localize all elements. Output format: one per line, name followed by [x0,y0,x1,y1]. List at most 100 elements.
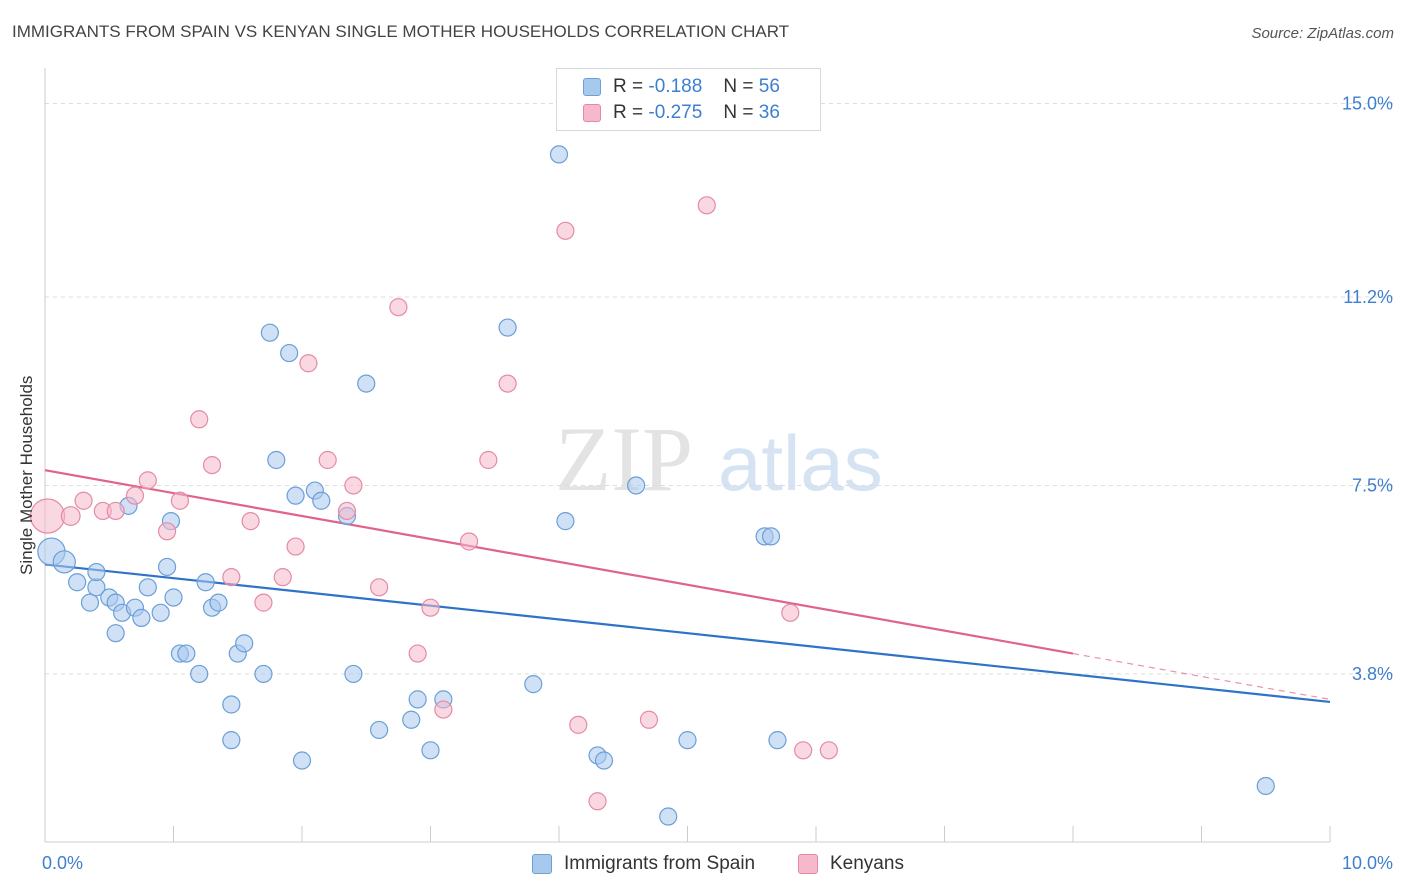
point-kenyans-17 [318,450,337,470]
stats-legend: R = -0.188 N = 56 R = -0.275 N = 36 [556,68,821,131]
r-label: R = [613,102,644,123]
point-spain-51 [659,807,678,826]
point-kenyans-11 [222,568,241,587]
point-spain-35 [312,491,331,510]
point-spain-13 [138,578,157,597]
point-kenyans-28 [556,221,575,240]
point-spain-37 [344,664,363,684]
watermark-atlas: atlas [718,419,883,507]
legend-label-spain: Immigrants from Spain [564,853,756,874]
point-kenyans-26 [479,450,498,470]
point-kenyans-10 [202,455,222,475]
y-tick-labels: 3.8% 7.5% 11.2% 15.0% [1342,93,1393,683]
series-legend: Immigrants from Spain Kenyans [0,852,1406,878]
y-tick-label-3: 15.0% [1342,93,1393,113]
point-kenyans-23 [421,598,440,617]
point-spain-24 [222,695,241,714]
x-tick-label-1: 10.0% [1342,853,1393,873]
swatch-spain [583,78,601,96]
point-kenyans-22 [408,644,427,663]
point-kenyans-5 [125,486,145,505]
point-kenyans-12 [241,512,260,531]
point-kenyans-7 [157,522,177,541]
point-spain-28 [254,664,273,684]
point-kenyans-2 [74,491,93,510]
x-tick-labels: 0.0% 10.0% [42,853,1393,873]
chart-source: Source: ZipAtlas.com [1251,25,1394,42]
point-kenyans-6 [138,471,157,490]
point-spain-17 [164,588,183,607]
point-spain-41 [408,690,427,709]
point-kenyans-34 [794,741,813,760]
legend-swatch-kenyans [798,854,818,874]
point-spain-21 [196,573,215,592]
data-points [29,145,1275,826]
point-kenyans-14 [273,568,292,587]
point-spain-55 [768,731,787,750]
watermark-zip: ZIP [555,408,693,510]
point-spain-30 [267,450,286,470]
point-spain-29 [260,323,279,342]
point-kenyans-16 [299,354,318,373]
point-spain-2 [68,573,87,592]
point-spain-3 [80,593,100,612]
point-spain-33 [292,751,312,770]
n-value: 36 [758,102,780,123]
point-kenyans-20 [370,578,389,597]
point-spain-46 [549,145,569,164]
point-spain-5 [87,562,106,582]
legend-swatch-spain [532,854,552,874]
point-spain-38 [357,374,376,393]
point-spain-50 [626,476,646,495]
point-kenyans-13 [254,593,273,612]
point-spain-47 [556,512,575,531]
point-spain-1 [52,550,76,574]
point-spain-42 [421,741,440,760]
point-kenyans-30 [588,792,607,811]
point-kenyans-8 [170,491,190,510]
point-spain-7 [106,624,125,643]
point-spain-14 [151,603,170,622]
trend-line-dashed-1 [1072,652,1331,700]
y-tick-label-1: 7.5% [1352,475,1393,495]
point-spain-15 [157,557,177,577]
trend-line-0 [44,563,1331,704]
swatch-kenyans [583,104,601,122]
point-kenyans-35 [819,741,838,760]
point-spain-44 [498,318,517,337]
point-kenyans-32 [697,196,716,215]
point-kenyans-21 [389,298,408,317]
point-kenyans-29 [569,715,588,734]
point-kenyans-25 [459,532,479,551]
point-spain-19 [177,644,196,663]
point-spain-25 [222,731,241,750]
watermark: ZIP atlas [555,408,883,510]
point-kenyans-9 [190,410,209,429]
trend-lines [44,469,1331,704]
point-kenyans-24 [434,700,453,719]
point-kenyans-1 [60,506,81,526]
chart-title: IMMIGRANTS FROM SPAIN VS KENYAN SINGLE M… [12,22,790,41]
point-kenyans-33 [781,603,800,622]
axes [44,68,1331,843]
point-spain-54 [761,527,781,546]
point-spain-52 [678,731,697,750]
y-tick-label-2: 11.2% [1343,287,1393,307]
r-value: -0.275 [648,102,703,123]
point-kenyans-15 [286,537,305,556]
point-spain-31 [280,343,299,363]
point-kenyans-31 [639,710,659,729]
r-label: R = [613,76,644,97]
n-value: 56 [758,76,780,97]
x-tick-label-0: 0.0% [42,853,83,873]
point-spain-39 [370,720,389,740]
point-spain-27 [235,634,254,653]
point-spain-49 [594,751,614,770]
point-kenyans-18 [337,501,357,521]
grid-lines [45,102,1395,675]
point-spain-40 [402,710,421,729]
point-spain-45 [524,675,543,694]
point-spain-56 [1256,776,1275,796]
point-spain-20 [190,664,209,684]
